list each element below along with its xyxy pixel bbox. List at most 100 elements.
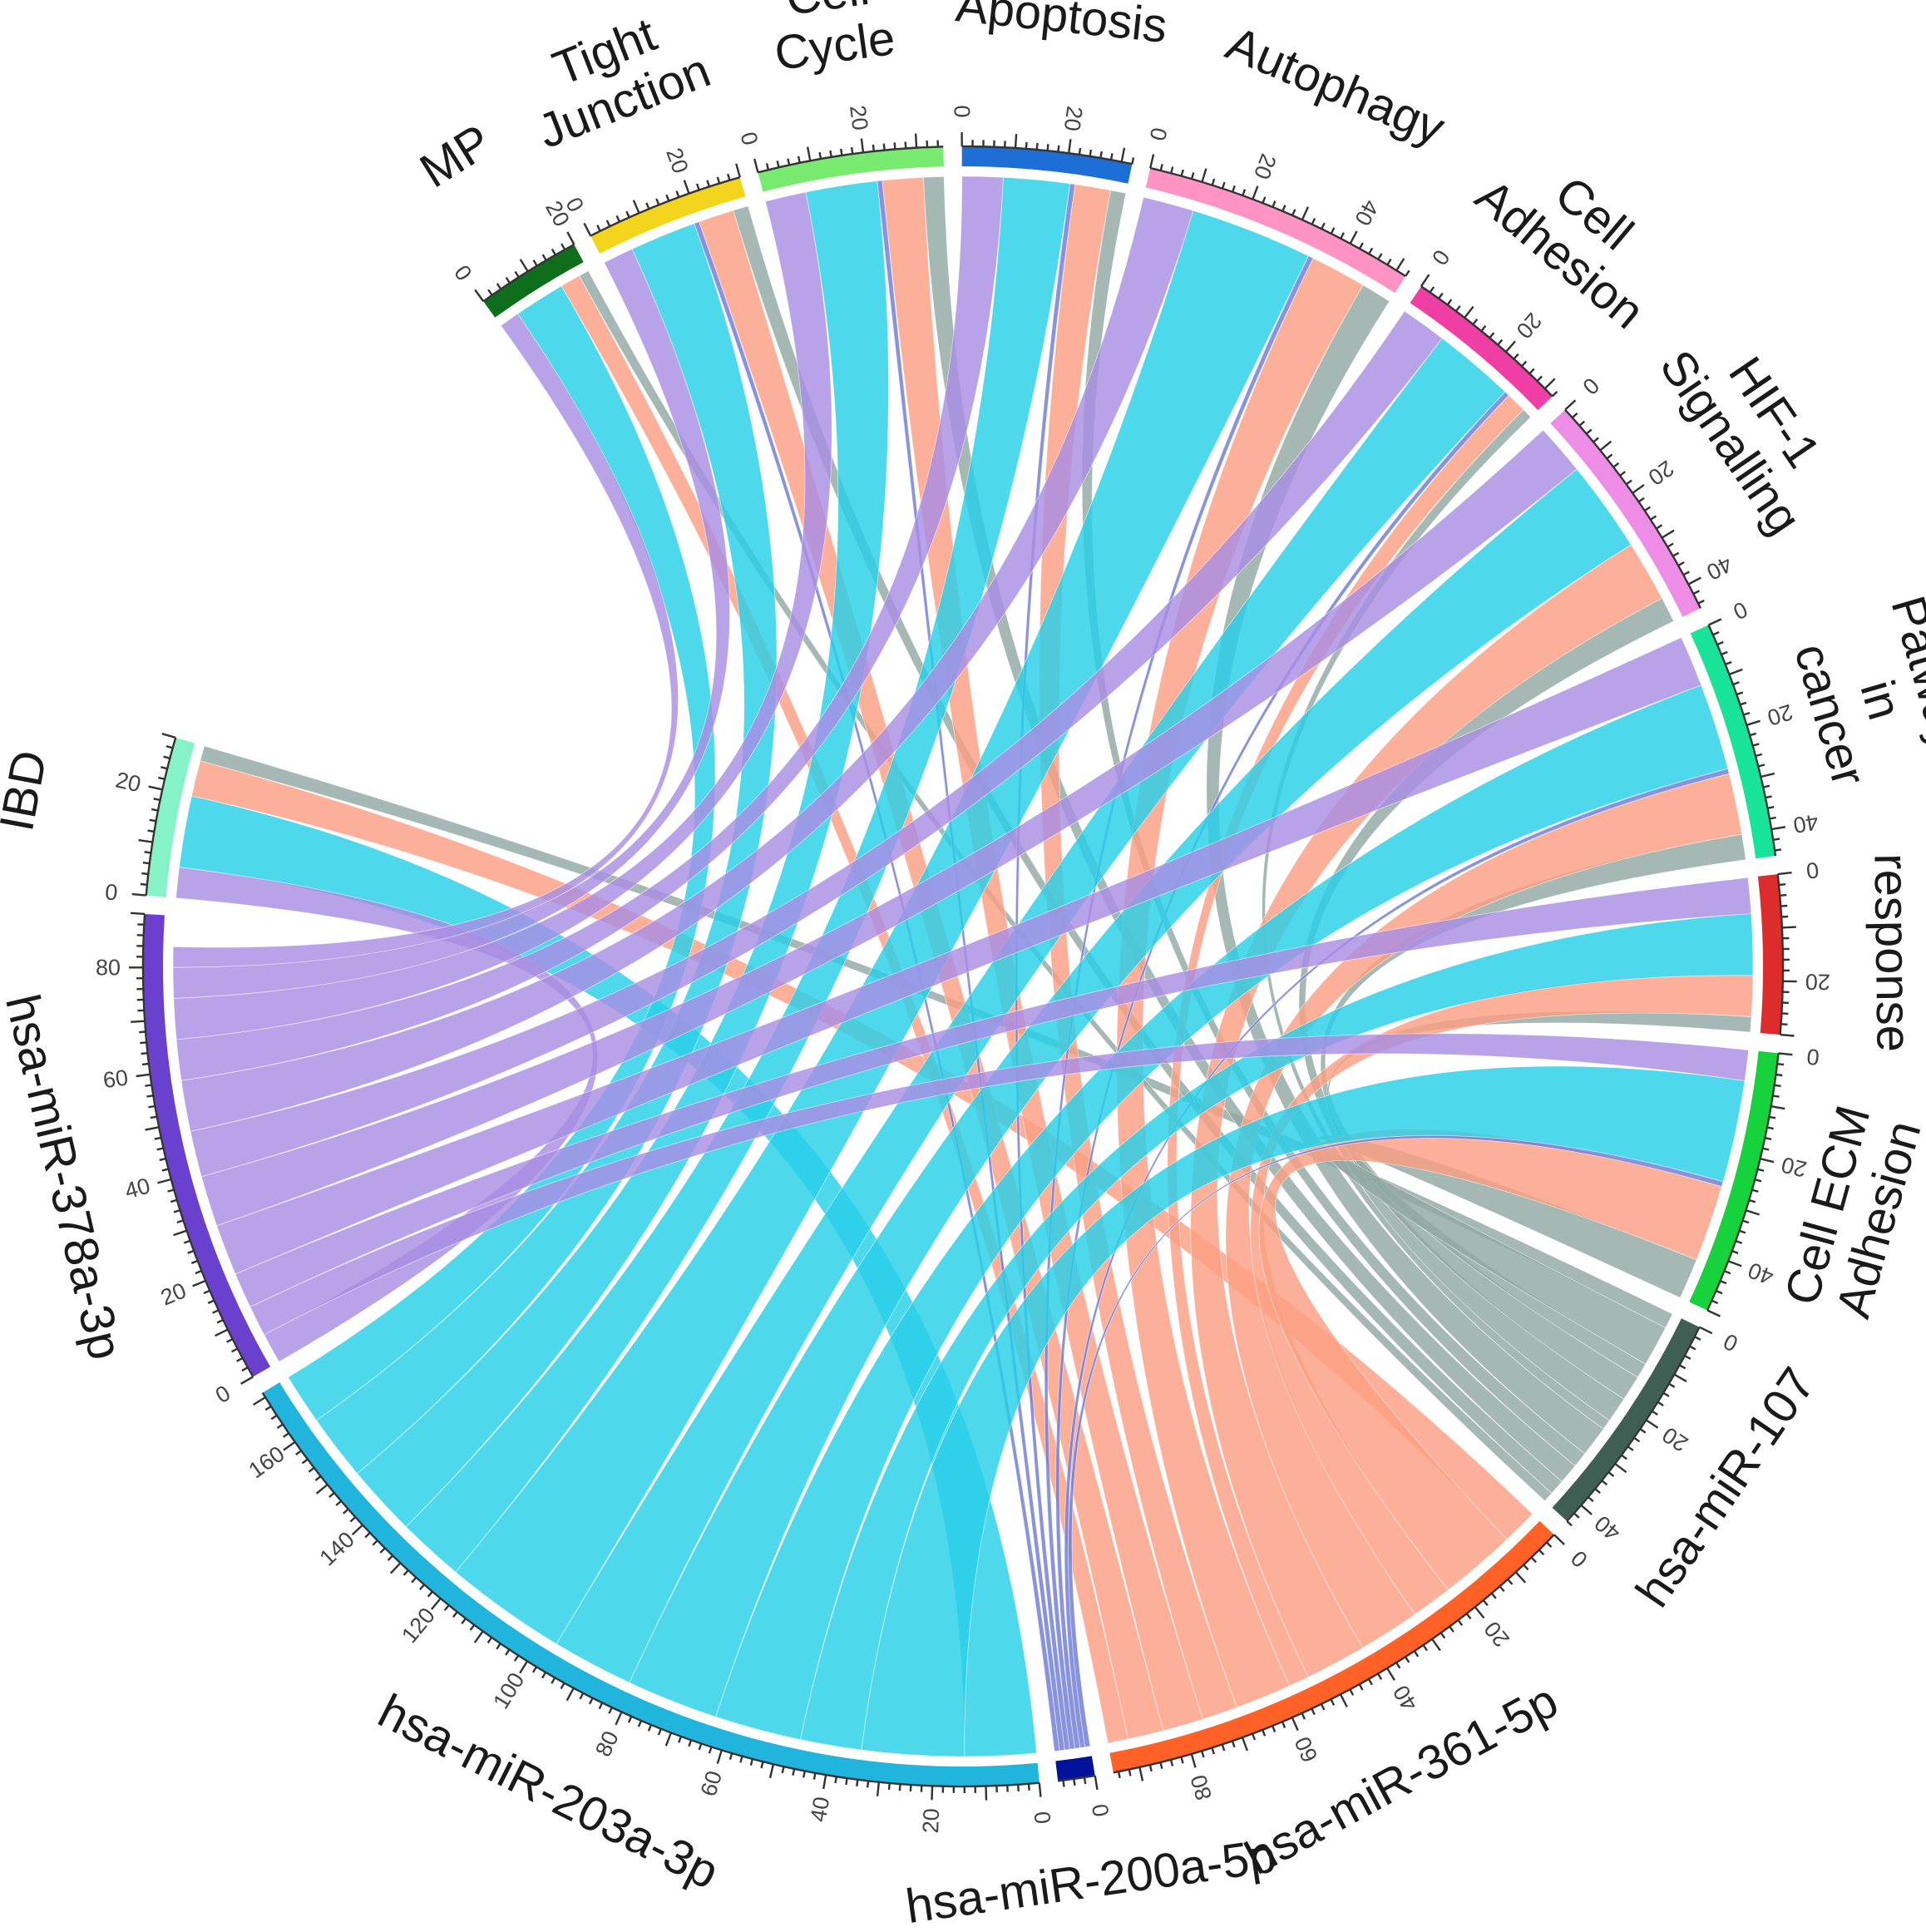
ribbon-hsa-mir-378a-3p-to-mp [172, 313, 679, 968]
tick-mark-hif-1-signalling [1578, 420, 1586, 427]
ribbon-hsa-mir-378a-3p-to-cell-adhesion [190, 310, 1443, 1178]
sector-label-apoptosis: Apoptosis [953, 0, 1169, 53]
tick-mark-hsa-mir-378a-3p [161, 1168, 169, 1172]
tick-mark-hsa-mir-361-5p [1538, 1549, 1545, 1556]
tick-mark-patways-in-cancer [1767, 806, 1775, 809]
tick-mark-tight-junction [615, 215, 621, 223]
tick-baseline-hsa-mir-361-5p [1113, 1534, 1555, 1774]
tick-mark-hsa-mir-378a-3p [195, 1269, 202, 1275]
tick-mark-hsa-mir-378a-3p [176, 1219, 184, 1224]
tick-mark-hsa-mir-107 [1587, 1496, 1594, 1503]
tick-mark-hif-1-signalling [1612, 462, 1620, 468]
tick-mark-hsa-mir-361-5p [1271, 1725, 1277, 1732]
tick-mark-patways-in-cancer [1770, 826, 1786, 831]
tick-mark-apoptosis [1109, 153, 1114, 161]
tick-mark-hsa-mir-378a-3p [141, 1052, 148, 1055]
tick-mark-mp [505, 276, 511, 284]
tick-mark-hsa-mir-203a-3p [418, 1584, 426, 1591]
tick-label-hsa-mir-203a-3p-100: 100 [488, 1668, 529, 1713]
tick-mark-hsa-mir-107 [1566, 1520, 1573, 1527]
tick-mark-cell-ecm-adhesion [1716, 1289, 1723, 1295]
tick-mark-hsa-mir-107 [1689, 1345, 1696, 1351]
tick-mark-cell-ecm-adhesion [1764, 1136, 1772, 1140]
tick-mark-hsa-mir-203a-3p [760, 1761, 764, 1769]
sector-label-immune-response: Immuneresponse [1864, 852, 1926, 1052]
tick-mark-hsa-mir-203a-3p [349, 1516, 357, 1523]
tick-mark-patways-in-cancer [1740, 701, 1747, 706]
tick-label-hsa-mir-378a-3p-40: 40 [122, 1174, 153, 1204]
tick-mark-hif-1-signalling [1697, 599, 1705, 605]
tick-mark-hsa-mir-361-5p [1200, 1750, 1205, 1758]
tick-mark-ibd [151, 808, 159, 812]
sector-arc-hsa-mir-200a-5p [1055, 1756, 1095, 1781]
tick-mark-autophagy [1159, 164, 1163, 171]
tick-baseline-cell-adhesion [1420, 285, 1553, 398]
tick-mark-hsa-mir-378a-3p [183, 1239, 191, 1244]
tick-mark-hsa-mir-203a-3p [541, 1672, 547, 1679]
tick-mark-hsa-mir-203a-3p [565, 1687, 575, 1702]
tick-label-hsa-mir-361-5p-40: 40 [1388, 1681, 1422, 1715]
sector-label-cell-ecm-adhesion: Cell ECMAdhesion [1775, 1099, 1926, 1324]
tick-mark-hsa-mir-203a-3p [588, 1697, 594, 1705]
tick-label-cell-cycle-0: 0 [735, 130, 763, 148]
tick-label-hsa-mir-361-5p-60: 60 [1290, 1733, 1323, 1766]
tick-mark-hsa-mir-378a-3p [150, 1115, 157, 1119]
tick-mark-hsa-mir-203a-3p [430, 1598, 442, 1610]
tick-mark-hsa-mir-203a-3p [372, 1539, 378, 1546]
tick-mark-hsa-mir-203a-3p [295, 1450, 303, 1455]
tick-mark-cell-adhesion [1513, 353, 1519, 360]
tick-mark-cell-cycle [893, 142, 896, 150]
tick-mark-ibd [158, 776, 165, 780]
tick-mark-cell-adhesion [1446, 299, 1453, 306]
tick-mark-hsa-mir-361-5p [1311, 1707, 1316, 1716]
tick-mark-cell-adhesion [1454, 305, 1461, 312]
tick-mark-cell-adhesion [1480, 325, 1487, 332]
sector-label-hsa-mir-378a-3p: hsa-miR-378a-3p [0, 990, 133, 1365]
sector-arc-cell-ecm-adhesion [1689, 1050, 1778, 1311]
tick-mark-hsa-mir-203a-3p [845, 1777, 848, 1786]
tick-mark-hsa-mir-361-5p [1339, 1693, 1348, 1707]
tick-mark-hsa-mir-361-5p [1465, 1613, 1472, 1620]
tick-mark-hsa-mir-361-5p [1404, 1656, 1410, 1663]
tick-mark-patways-in-cancer [1757, 763, 1766, 768]
tick-mark-hsa-mir-203a-3p [1027, 1783, 1030, 1791]
tick-mark-ibd [147, 829, 155, 833]
tick-mark-hsa-mir-203a-3p [276, 1423, 284, 1430]
sector-arc-cell-adhesion [1410, 287, 1552, 411]
tick-label-autophagy-40: 40 [1350, 195, 1384, 230]
tick-label-hsa-mir-107-40: 40 [1590, 1510, 1625, 1545]
sector-label-ibd: IBD [0, 746, 57, 835]
tick-mark-hsa-mir-378a-3p [187, 1249, 195, 1254]
tick-mark-hif-1-signalling [1637, 497, 1645, 503]
tick-mark-hif-1-signalling [1632, 484, 1645, 494]
tick-mark-autophagy [1180, 169, 1184, 176]
tick-mark-cell-adhesion [1497, 338, 1504, 346]
tick-mark-hsa-mir-361-5p [1159, 1762, 1163, 1770]
tick-mark-hsa-mir-203a-3p [519, 1660, 529, 1674]
tick-mark-mp [551, 248, 556, 256]
tick-mark-hsa-mir-203a-3p [898, 1784, 901, 1791]
tick-mark-hsa-mir-378a-3p [241, 1366, 249, 1372]
tick-mark-hsa-mir-203a-3p [698, 1743, 703, 1751]
tick-label-hsa-mir-107-20: 20 [1658, 1422, 1693, 1457]
tick-mark-cell-ecm-adhesion [1776, 1063, 1785, 1066]
tick-mark-mp [519, 259, 529, 272]
tick-mark-hsa-mir-107 [1698, 1326, 1713, 1335]
tick-mark-cell-ecm-adhesion [1731, 1249, 1739, 1255]
tick-mark-patways-in-cancer [1773, 838, 1780, 841]
tick-mark-hsa-mir-203a-3p [270, 1414, 278, 1421]
tick-mark-hsa-mir-203a-3p [627, 1716, 633, 1723]
tick-mark-cell-adhesion [1489, 332, 1495, 338]
tick-mark-mp [566, 231, 575, 245]
tick-mark-patways-in-cancer [1746, 719, 1761, 726]
tick-mark-hsa-mir-203a-3p [264, 1405, 272, 1411]
tick-mark-hsa-mir-203a-3p [716, 1749, 723, 1764]
tick-mark-apoptosis [1078, 147, 1082, 156]
tick-mark-cell-ecm-adhesion [1778, 1052, 1793, 1056]
tick-mark-cell-ecm-adhesion [1754, 1178, 1762, 1183]
tick-mark-hsa-mir-378a-3p [136, 1073, 151, 1078]
tick-baseline-cell-cycle [758, 146, 944, 174]
tick-mark-mp [487, 289, 493, 296]
tick-mark-hsa-mir-378a-3p [216, 1318, 224, 1324]
tick-label-apoptosis-20: 20 [1059, 105, 1088, 133]
